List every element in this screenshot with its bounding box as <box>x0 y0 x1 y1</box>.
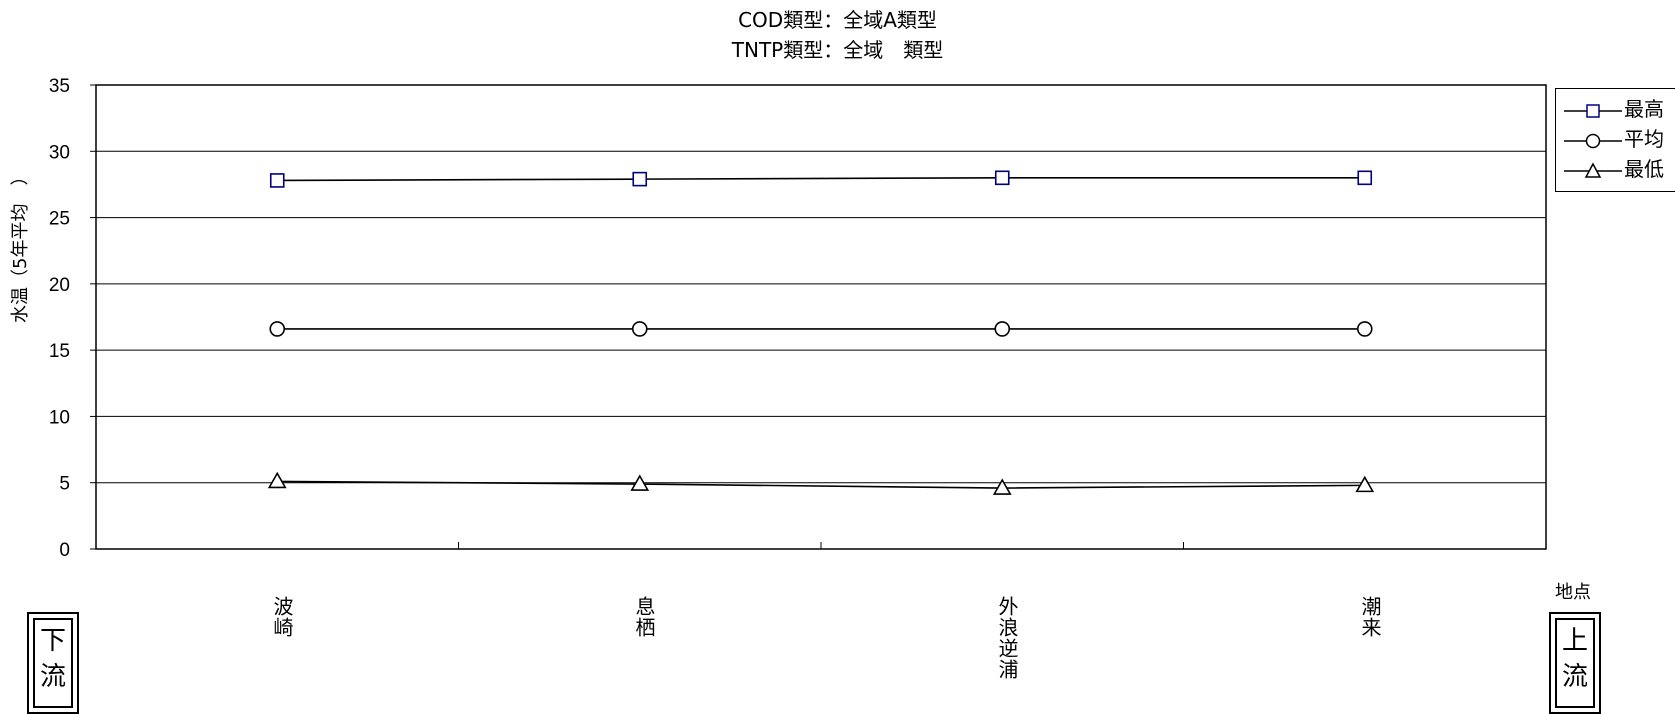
legend-item-min: 最低 <box>1556 155 1675 185</box>
downstream-box: 下 流 <box>27 612 79 714</box>
legend-label: 最低 <box>1624 157 1664 181</box>
y-tick-label: 0 <box>59 540 70 561</box>
y-tick-label: 25 <box>49 209 70 230</box>
data-point-square <box>269 173 285 188</box>
y-tick-label: 10 <box>49 407 70 428</box>
downstream-char-2: 流 <box>39 662 66 692</box>
x-tick-label: 潮来 <box>1358 596 1382 638</box>
grid-lines <box>96 150 1546 484</box>
data-point-square <box>1357 170 1373 186</box>
y-axis-ticks: 0 5 10 15 20 25 30 35 <box>49 76 96 561</box>
x-axis-label: 地点 <box>1555 582 1591 603</box>
y-tick-label: 20 <box>49 275 70 296</box>
y-tick-label: 30 <box>49 142 70 163</box>
legend-label: 平均 <box>1624 127 1664 151</box>
downstream-char-1: 下 <box>39 626 66 656</box>
upstream-box: 上 流 <box>1549 612 1601 714</box>
data-point-square <box>994 170 1010 186</box>
y-tick-label: 15 <box>49 341 70 362</box>
data-point-triangle <box>992 478 1012 495</box>
legend-label: 最高 <box>1624 97 1664 121</box>
plot-area <box>95 84 1547 550</box>
y-tick-label: 5 <box>59 474 70 495</box>
legend-item-avg: 平均 <box>1556 125 1675 155</box>
x-tick-label: 外浪逆浦 <box>995 596 1019 680</box>
square-marker-icon <box>1564 104 1622 118</box>
legend-item-max: 最高 <box>1556 95 1675 125</box>
data-point-triangle <box>267 471 287 489</box>
circle-marker-icon <box>1564 133 1622 149</box>
data-point-triangle <box>1355 475 1375 493</box>
y-tick-label: 35 <box>49 76 70 97</box>
data-point-circle <box>1356 321 1373 337</box>
chart-subtitle: TNTP類型：全域 類型 <box>731 38 944 62</box>
data-point-circle <box>994 321 1011 337</box>
data-point-triangle <box>630 474 650 491</box>
data-point-circle <box>269 321 286 337</box>
series-line-2 <box>277 480 1365 489</box>
x-tick-label: 波崎 <box>270 596 294 638</box>
upstream-char-1: 上 <box>1561 626 1588 656</box>
series-line-0 <box>277 177 1365 182</box>
series-group <box>267 170 1375 495</box>
x-tick-label: 息栖 <box>632 596 656 638</box>
x-axis-ticks <box>458 542 1184 549</box>
upstream-char-2: 流 <box>1561 662 1588 692</box>
triangle-marker-icon <box>1564 162 1622 178</box>
y-axis-label: 水温（5年平均 ） <box>10 167 31 323</box>
legend: 最高 平均 最低 <box>1555 88 1675 192</box>
data-point-circle <box>631 321 648 337</box>
chart-title: COD類型：全域A類型 <box>738 8 937 32</box>
data-point-square <box>632 171 648 187</box>
